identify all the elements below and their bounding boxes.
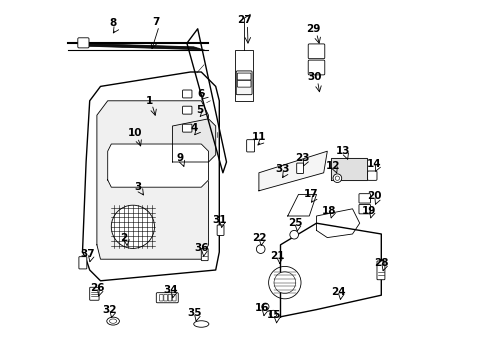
Polygon shape xyxy=(287,194,316,216)
FancyBboxPatch shape xyxy=(217,225,224,235)
Circle shape xyxy=(256,245,264,253)
FancyBboxPatch shape xyxy=(307,44,324,59)
FancyBboxPatch shape xyxy=(246,140,254,152)
Text: 36: 36 xyxy=(194,243,208,253)
Text: 37: 37 xyxy=(81,249,95,259)
Ellipse shape xyxy=(109,319,117,323)
Ellipse shape xyxy=(106,317,119,325)
Text: 7: 7 xyxy=(152,17,160,27)
Text: 14: 14 xyxy=(366,159,381,169)
Text: 2: 2 xyxy=(120,233,127,243)
Circle shape xyxy=(273,272,295,293)
FancyBboxPatch shape xyxy=(156,293,178,303)
Text: 22: 22 xyxy=(251,233,265,243)
Text: 30: 30 xyxy=(307,72,321,82)
Text: 20: 20 xyxy=(366,191,381,201)
FancyBboxPatch shape xyxy=(172,294,176,301)
Text: 31: 31 xyxy=(212,215,226,225)
FancyBboxPatch shape xyxy=(296,163,303,174)
Text: 3: 3 xyxy=(134,182,142,192)
FancyBboxPatch shape xyxy=(307,60,324,75)
Circle shape xyxy=(332,174,341,183)
Text: 19: 19 xyxy=(361,206,375,216)
Polygon shape xyxy=(330,158,366,180)
Text: 17: 17 xyxy=(303,189,318,199)
Polygon shape xyxy=(316,209,359,238)
Text: 15: 15 xyxy=(266,310,281,320)
Circle shape xyxy=(268,266,301,299)
Text: 11: 11 xyxy=(251,132,265,142)
Text: 32: 32 xyxy=(102,305,117,315)
Text: 25: 25 xyxy=(287,218,302,228)
Polygon shape xyxy=(235,50,253,101)
Circle shape xyxy=(111,205,154,248)
Text: 18: 18 xyxy=(321,206,336,216)
Text: 23: 23 xyxy=(294,153,309,163)
Text: 29: 29 xyxy=(305,24,320,34)
FancyBboxPatch shape xyxy=(163,294,167,301)
FancyBboxPatch shape xyxy=(79,257,87,269)
FancyBboxPatch shape xyxy=(236,71,251,95)
FancyBboxPatch shape xyxy=(358,194,370,203)
FancyBboxPatch shape xyxy=(168,294,171,301)
Text: 1: 1 xyxy=(145,96,152,106)
Circle shape xyxy=(335,176,339,180)
Text: 35: 35 xyxy=(186,308,201,318)
Polygon shape xyxy=(107,144,208,187)
Text: 13: 13 xyxy=(336,146,350,156)
Text: 4: 4 xyxy=(190,123,197,133)
Text: 28: 28 xyxy=(373,258,388,268)
Text: 33: 33 xyxy=(274,164,289,174)
Text: 16: 16 xyxy=(254,303,268,313)
FancyBboxPatch shape xyxy=(182,124,192,132)
FancyBboxPatch shape xyxy=(237,80,250,87)
Text: 10: 10 xyxy=(127,128,142,138)
Text: 24: 24 xyxy=(330,287,345,297)
FancyBboxPatch shape xyxy=(367,171,376,180)
Polygon shape xyxy=(97,101,208,259)
Ellipse shape xyxy=(193,321,208,327)
Text: 5: 5 xyxy=(196,105,203,115)
FancyBboxPatch shape xyxy=(182,106,192,114)
FancyBboxPatch shape xyxy=(376,261,384,280)
Circle shape xyxy=(261,303,268,310)
Polygon shape xyxy=(258,151,326,191)
FancyBboxPatch shape xyxy=(78,38,89,48)
FancyBboxPatch shape xyxy=(159,294,163,301)
Circle shape xyxy=(289,230,298,239)
Text: 27: 27 xyxy=(237,15,251,25)
FancyBboxPatch shape xyxy=(237,73,250,80)
FancyBboxPatch shape xyxy=(182,90,192,98)
FancyBboxPatch shape xyxy=(201,248,208,261)
Circle shape xyxy=(269,310,276,318)
Polygon shape xyxy=(172,119,215,162)
Polygon shape xyxy=(280,223,381,317)
Text: 34: 34 xyxy=(163,285,178,295)
Text: 8: 8 xyxy=(109,18,117,28)
FancyBboxPatch shape xyxy=(358,204,370,214)
Polygon shape xyxy=(186,29,226,173)
Text: 26: 26 xyxy=(89,283,104,293)
Text: 9: 9 xyxy=(176,153,183,163)
Text: 12: 12 xyxy=(325,161,339,171)
Text: 6: 6 xyxy=(197,89,204,99)
FancyBboxPatch shape xyxy=(89,287,99,300)
Text: 21: 21 xyxy=(269,251,284,261)
Polygon shape xyxy=(82,72,219,281)
